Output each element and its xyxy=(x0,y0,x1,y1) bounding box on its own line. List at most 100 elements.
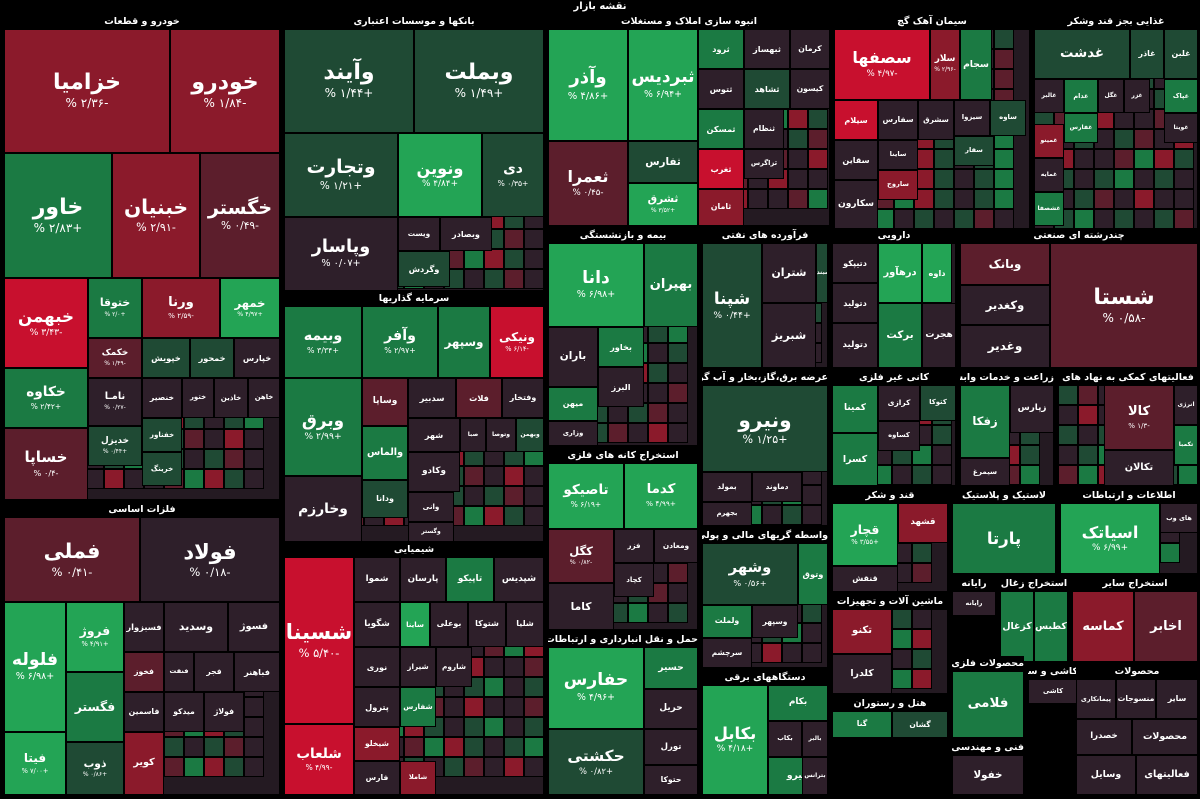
minor-stock-tile[interactable] xyxy=(464,697,484,717)
stock-tile[interactable]: شهر xyxy=(408,418,460,452)
minor-stock-tile[interactable] xyxy=(808,109,828,129)
stock-tile[interactable]: سکارون xyxy=(834,180,878,230)
minor-stock-tile[interactable] xyxy=(1174,149,1194,169)
minor-stock-tile[interactable] xyxy=(912,563,932,583)
stock-tile[interactable]: خنصیر xyxy=(142,378,182,418)
minor-stock-tile[interactable] xyxy=(892,609,912,629)
stock-tile[interactable]: وبملت +۱/۴۹ % xyxy=(414,29,544,133)
minor-stock-tile[interactable] xyxy=(1078,445,1098,465)
minor-stock-tile[interactable] xyxy=(184,469,204,489)
stock-tile[interactable]: حسیر xyxy=(644,647,698,689)
stock-tile[interactable]: شیراز xyxy=(400,647,436,687)
minor-stock-tile[interactable] xyxy=(504,466,524,486)
minor-stock-tile[interactable] xyxy=(224,737,244,757)
stock-tile[interactable]: بترانس xyxy=(802,757,828,795)
stock-tile[interactable]: وسدید xyxy=(164,602,228,652)
minor-stock-tile[interactable] xyxy=(1154,189,1174,209)
stock-tile[interactable]: ثغرب xyxy=(698,149,744,189)
stock-tile[interactable]: شگویا xyxy=(354,602,400,647)
minor-stock-tile[interactable] xyxy=(1074,189,1094,209)
minor-stock-tile[interactable] xyxy=(504,697,524,717)
stock-tile[interactable]: زپارس xyxy=(1010,385,1054,433)
stock-tile[interactable]: وخارزم xyxy=(284,476,362,542)
stock-tile[interactable]: فاسمین xyxy=(124,692,164,732)
minor-stock-tile[interactable] xyxy=(524,657,544,677)
stock-tile[interactable]: خاهن xyxy=(248,378,280,418)
stock-tile[interactable]: قچار +۳/۵۵ % xyxy=(832,503,898,566)
minor-stock-tile[interactable] xyxy=(464,737,484,757)
stock-tile[interactable]: فروژ +۴/۹۱ % xyxy=(66,602,124,672)
stock-tile[interactable]: حتوکا xyxy=(644,765,698,795)
minor-stock-tile[interactable] xyxy=(224,449,244,469)
stock-tile[interactable]: ثتوس xyxy=(698,69,744,109)
stock-tile[interactable]: خدیزل +۰/۴۴ % xyxy=(88,426,142,466)
minor-stock-tile[interactable] xyxy=(1114,169,1134,189)
stock-tile[interactable]: حفارس +۴/۹۶ % xyxy=(548,647,644,729)
stock-tile[interactable]: شتوکا xyxy=(468,602,506,647)
minor-stock-tile[interactable] xyxy=(648,363,668,383)
minor-stock-tile[interactable] xyxy=(788,189,808,209)
stock-tile[interactable]: وپاسار +۰/۰۷ % xyxy=(284,217,398,291)
minor-stock-tile[interactable] xyxy=(802,603,822,623)
stock-tile[interactable]: وکادو xyxy=(408,452,460,492)
minor-stock-tile[interactable] xyxy=(802,623,822,643)
minor-stock-tile[interactable] xyxy=(762,505,782,525)
stock-tile[interactable]: دی +۰/۳۵ % xyxy=(482,133,544,217)
minor-stock-tile[interactable] xyxy=(974,189,994,209)
minor-stock-tile[interactable] xyxy=(1094,189,1114,209)
stock-tile[interactable]: ساینا xyxy=(400,602,430,647)
minor-stock-tile[interactable] xyxy=(524,249,544,269)
minor-stock-tile[interactable] xyxy=(912,669,932,689)
minor-stock-tile[interactable] xyxy=(788,129,808,149)
stock-tile[interactable]: غمایه xyxy=(1034,158,1064,192)
minor-stock-tile[interactable] xyxy=(1134,169,1154,189)
stock-tile[interactable]: ذوب +۰/۸۶ % xyxy=(66,742,124,795)
stock-tile[interactable]: کتوکا xyxy=(920,385,956,421)
minor-stock-tile[interactable] xyxy=(484,506,504,526)
minor-stock-tile[interactable] xyxy=(808,169,828,189)
stock-tile[interactable]: غمینو xyxy=(1034,124,1064,158)
stock-tile[interactable]: وبانک xyxy=(960,243,1050,285)
stock-tile[interactable]: فلوله +۶/۹۸ % xyxy=(4,602,66,732)
minor-stock-tile[interactable] xyxy=(788,149,808,169)
stock-tile[interactable]: کرمان xyxy=(790,29,830,69)
stock-tile[interactable]: فنفت xyxy=(164,652,194,692)
stock-tile[interactable]: ثفارس xyxy=(628,141,698,183)
minor-stock-tile[interactable] xyxy=(484,657,504,677)
minor-stock-tile[interactable] xyxy=(668,563,688,583)
minor-stock-tile[interactable] xyxy=(184,449,204,469)
minor-stock-tile[interactable] xyxy=(932,425,952,445)
minor-stock-tile[interactable] xyxy=(912,609,932,629)
minor-stock-tile[interactable] xyxy=(504,737,524,757)
minor-stock-tile[interactable] xyxy=(892,649,912,669)
stock-tile[interactable]: شلعاب -۴/۹۹ % xyxy=(284,724,354,795)
minor-stock-tile[interactable] xyxy=(1074,149,1094,169)
minor-stock-tile[interactable] xyxy=(1114,189,1134,209)
stock-tile[interactable]: شلیا xyxy=(506,602,544,647)
stock-tile[interactable]: شبندر xyxy=(816,243,828,303)
minor-stock-tile[interactable] xyxy=(1020,465,1040,485)
minor-stock-tile[interactable] xyxy=(802,643,822,663)
stock-tile[interactable]: فسوژ xyxy=(228,602,280,652)
minor-stock-tile[interactable] xyxy=(504,249,524,269)
minor-stock-tile[interactable] xyxy=(224,757,244,777)
minor-stock-tile[interactable] xyxy=(484,757,504,777)
stock-tile[interactable]: وزاری xyxy=(548,421,598,446)
stock-tile[interactable]: ثنظام xyxy=(744,109,784,149)
minor-stock-tile[interactable] xyxy=(628,603,648,623)
stock-tile[interactable]: ثشاهد xyxy=(744,69,790,109)
stock-tile[interactable]: نوری xyxy=(354,647,400,687)
stock-tile[interactable]: شفارس xyxy=(400,687,436,727)
minor-stock-tile[interactable] xyxy=(974,169,994,189)
minor-stock-tile[interactable] xyxy=(484,677,504,697)
minor-stock-tile[interactable] xyxy=(1094,169,1114,189)
stock-tile[interactable]: کاشی xyxy=(1028,679,1078,704)
minor-stock-tile[interactable] xyxy=(504,269,524,289)
stock-tile[interactable]: شتران xyxy=(762,243,816,303)
minor-stock-tile[interactable] xyxy=(524,697,544,717)
minor-stock-tile[interactable] xyxy=(244,717,264,737)
stock-tile[interactable]: فولاژ xyxy=(204,692,244,732)
stock-tile[interactable]: وکغدیر xyxy=(960,285,1050,325)
minor-stock-tile[interactable] xyxy=(524,717,544,737)
stock-tile[interactable]: خاذین xyxy=(214,378,248,418)
